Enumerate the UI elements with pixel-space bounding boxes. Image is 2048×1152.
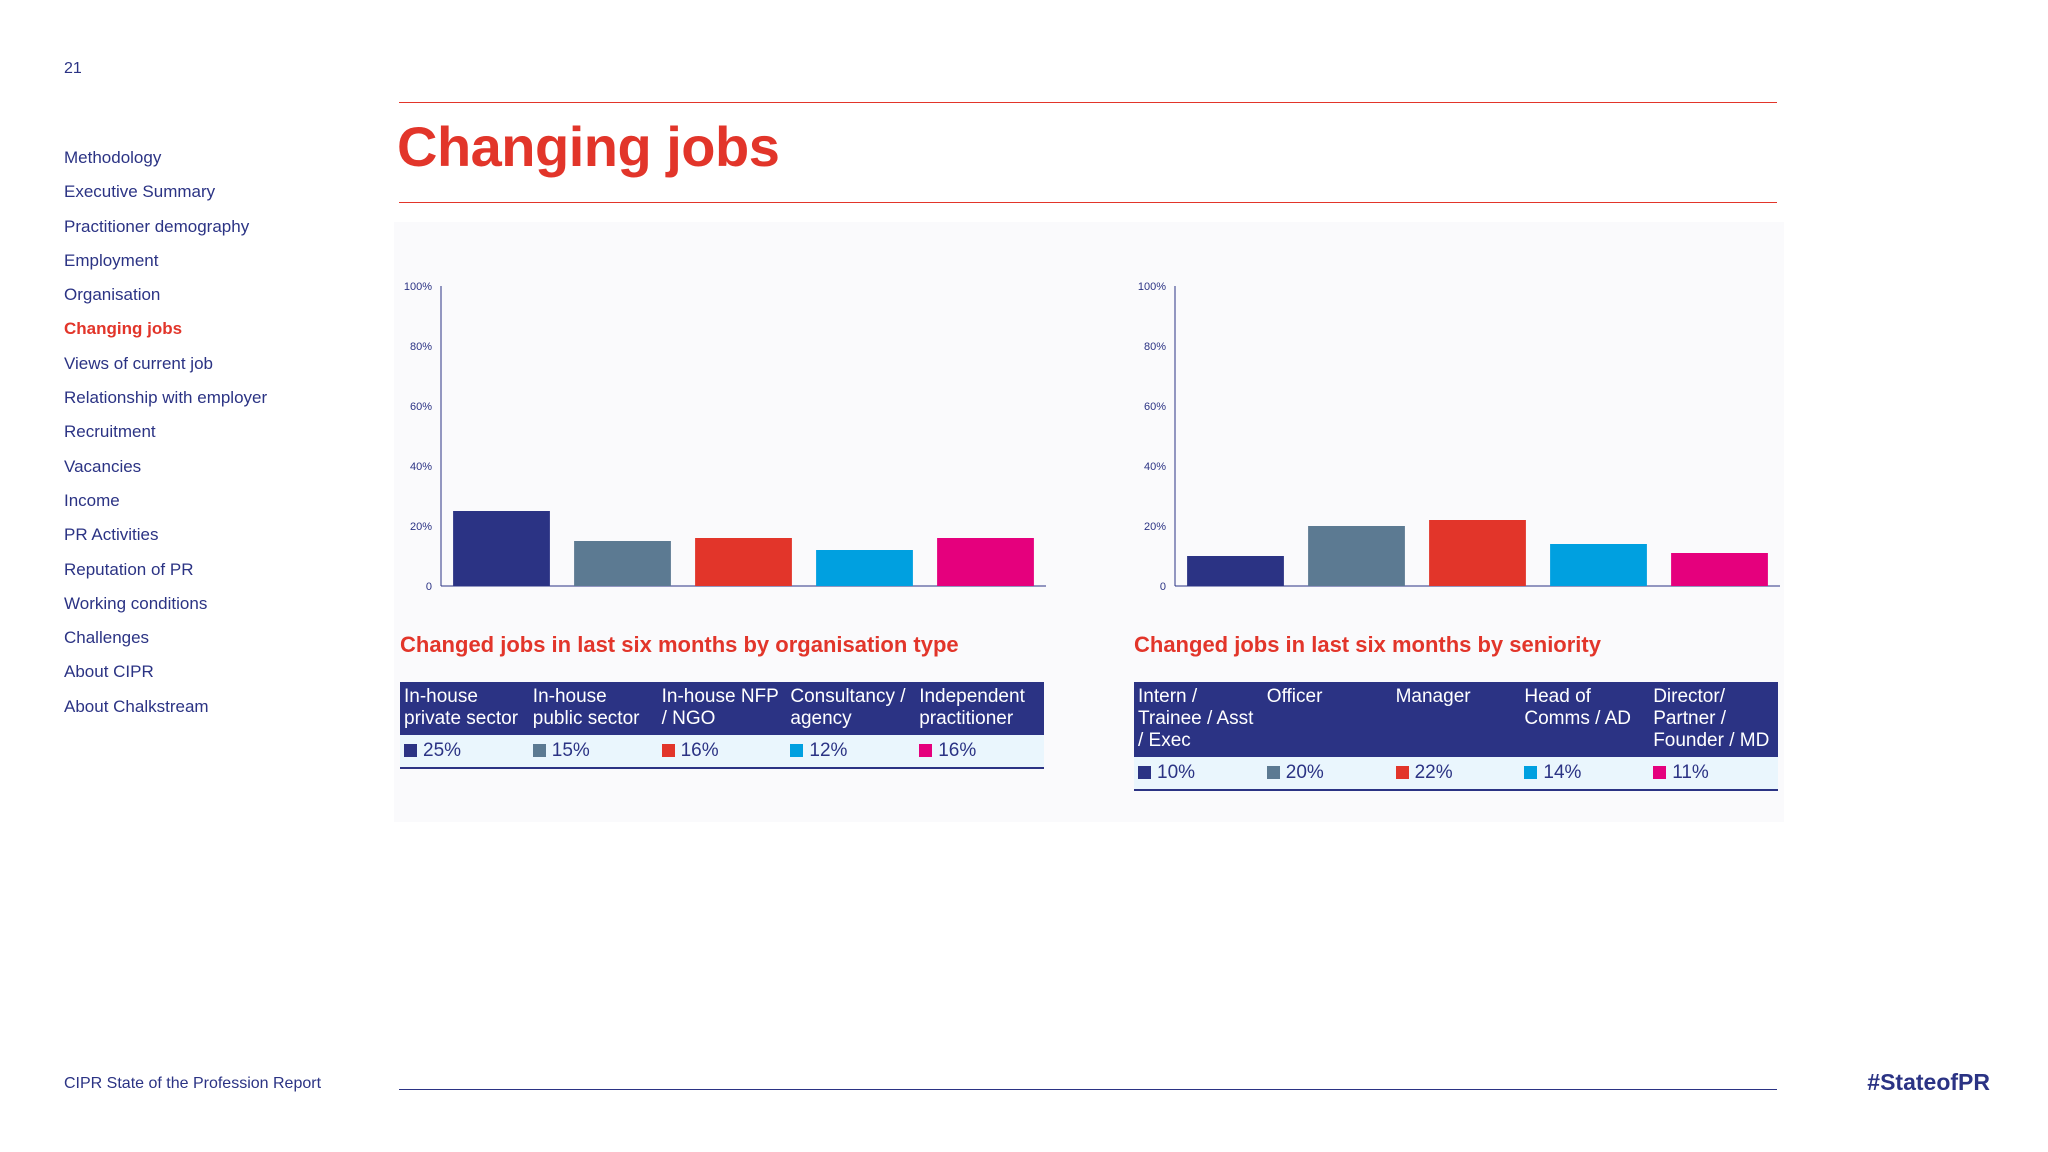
y-tick-label: 100% xyxy=(1138,281,1166,293)
hashtag[interactable]: #StateofPR xyxy=(1867,1069,1990,1095)
organisation-type-chart-title: Changed jobs in last six months by organ… xyxy=(400,632,959,657)
color-swatch xyxy=(919,744,933,757)
bar xyxy=(695,538,792,586)
value-label: 16% xyxy=(680,740,719,761)
bar xyxy=(1308,526,1405,586)
nav-item-relationship-with-employer[interactable]: Relationship with employer xyxy=(64,388,268,408)
footer-rule xyxy=(399,1089,1777,1090)
page-title: Changing jobs xyxy=(397,115,780,178)
bar xyxy=(1429,520,1526,586)
table-cell: 14% xyxy=(1520,757,1650,791)
value-label: 16% xyxy=(938,740,977,761)
title-top-rule xyxy=(399,102,1777,103)
value-label: 20% xyxy=(1285,762,1324,783)
nav-item-changing-jobs[interactable]: Changing jobs xyxy=(64,319,183,339)
column-header: In-house private sector xyxy=(400,682,529,735)
nav-item-working-conditions[interactable]: Working conditions xyxy=(64,593,208,613)
bar xyxy=(937,538,1034,586)
nav-item-about-chalkstream[interactable]: About Chalkstream xyxy=(64,696,209,716)
nav-item-income[interactable]: Income xyxy=(64,490,120,510)
y-tick-label: 100% xyxy=(404,281,432,293)
table-header-row: In-house private sector In-house public s… xyxy=(400,682,1044,735)
column-header: In-house public sector xyxy=(528,682,658,735)
table-row: 25% 15% 16% 12% 16% xyxy=(400,735,1044,769)
seniority-chart-title: Changed jobs in last six months by senio… xyxy=(1134,632,1601,657)
column-header: Independent practitioner xyxy=(915,682,1044,735)
sidebar-nav: Methodology Executive Summary Practitioner… xyxy=(64,146,267,729)
y-tick-label: 0 xyxy=(1160,581,1166,593)
nav-item-recruitment[interactable]: Recruitment xyxy=(64,422,156,442)
nav-item-executive-summary[interactable]: Executive Summary xyxy=(64,182,216,202)
table-cell: 15% xyxy=(528,735,658,769)
color-swatch xyxy=(790,744,804,757)
bar xyxy=(1550,544,1647,586)
color-swatch xyxy=(404,744,417,757)
nav-item-views-of-current-job[interactable]: Views of current job xyxy=(64,353,213,373)
bar xyxy=(1671,553,1768,586)
table-cell: 16% xyxy=(657,735,787,769)
organisation-type-table: In-house private sector In-house public s… xyxy=(400,682,1044,769)
bar xyxy=(453,511,550,586)
column-header: Manager xyxy=(1391,682,1521,757)
color-swatch xyxy=(1266,766,1280,779)
nav-item-practitioner-demography[interactable]: Practitioner demography xyxy=(64,216,250,236)
value-label: 12% xyxy=(809,740,848,761)
table-cell: 22% xyxy=(1391,757,1521,791)
color-swatch xyxy=(661,744,675,757)
nav-item-pr-activities[interactable]: PR Activities xyxy=(64,525,159,545)
nav-item-reputation-of-pr[interactable]: Reputation of PR xyxy=(64,559,194,579)
value-label: 15% xyxy=(551,740,590,761)
title-bottom-rule xyxy=(399,202,1777,203)
color-swatch xyxy=(1524,766,1538,779)
nav-item-methodology[interactable]: Methodology xyxy=(64,148,162,167)
nav-item-challenges[interactable]: Challenges xyxy=(64,628,150,648)
column-header: Intern / Trainee / Asst / Exec xyxy=(1134,682,1263,757)
table-row: 10% 20% 22% 14% 11% xyxy=(1134,757,1778,791)
bar xyxy=(1187,556,1284,586)
table-cell: 10% xyxy=(1134,757,1263,791)
column-header: In-house NFP / NGO xyxy=(657,682,787,735)
nav-item-about-cipr[interactable]: About CIPR xyxy=(64,662,154,682)
table-cell: 11% xyxy=(1649,757,1778,791)
y-tick-label: 40% xyxy=(1144,461,1166,473)
y-tick-label: 0 xyxy=(426,581,432,593)
organisation-type-bar-chart: 0 20% 40% 60% 80% 100% xyxy=(404,281,1046,593)
y-tick-label: 40% xyxy=(410,461,432,473)
seniority-table: Intern / Trainee / Asst / Exec Officer Man… xyxy=(1134,682,1778,791)
column-header: Consultancy / agency xyxy=(786,682,916,735)
y-tick-label: 80% xyxy=(410,341,432,353)
bar xyxy=(816,550,913,586)
nav-item-vacancies[interactable]: Vacancies xyxy=(64,456,142,476)
y-tick-label: 60% xyxy=(410,401,432,413)
color-swatch xyxy=(1395,766,1409,779)
report-name: CIPR State of the Profession Report xyxy=(64,1075,322,1092)
value-label: 10% xyxy=(1157,762,1196,783)
value-label: 11% xyxy=(1672,762,1709,783)
column-header: Head of Comms / AD xyxy=(1520,682,1650,757)
table-cell: 25% xyxy=(400,735,529,769)
y-tick-label: 20% xyxy=(1144,521,1166,533)
color-swatch xyxy=(1138,766,1151,779)
table-cell: 16% xyxy=(915,735,1044,769)
nav-item-employment[interactable]: Employment xyxy=(64,250,159,270)
table-header-row: Intern / Trainee / Asst / Exec Officer Man… xyxy=(1134,682,1778,757)
table-cell: 20% xyxy=(1262,757,1392,791)
column-header: Officer xyxy=(1262,682,1392,757)
bar xyxy=(574,541,671,586)
seniority-bar-chart: 0 20% 40% 60% 80% 100% xyxy=(1138,281,1780,593)
value-label: 25% xyxy=(423,740,462,761)
page-number: 21 xyxy=(64,60,82,77)
y-tick-label: 80% xyxy=(1144,341,1166,353)
table-cell: 12% xyxy=(786,735,916,769)
value-label: 22% xyxy=(1414,762,1453,783)
value-label: 14% xyxy=(1543,762,1582,783)
color-swatch xyxy=(532,744,546,757)
nav-item-organisation[interactable]: Organisation xyxy=(64,285,161,305)
column-header: Director/ Partner / Founder / MD xyxy=(1649,682,1778,757)
y-tick-label: 20% xyxy=(410,521,432,533)
color-swatch xyxy=(1653,766,1667,779)
y-tick-label: 60% xyxy=(1144,401,1166,413)
